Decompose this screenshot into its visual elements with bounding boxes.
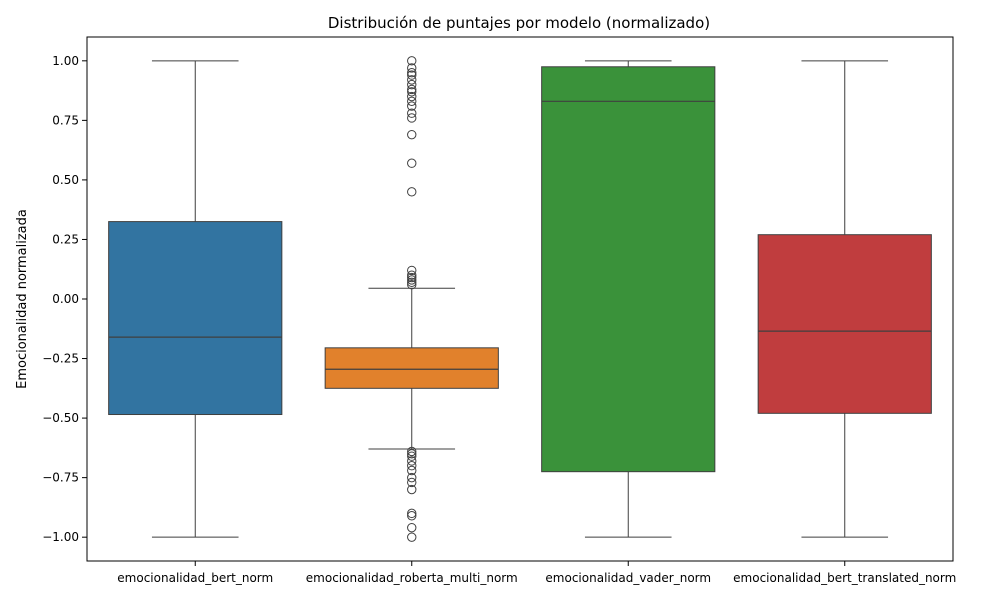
outlier-point [407,96,417,107]
outlier-point [407,456,417,466]
outlier-point [407,79,417,90]
outlier-point [407,91,417,102]
outlier-point [407,472,417,483]
outlier-point [407,158,417,168]
outlier-point [407,446,417,457]
plot-area: 1.00 0.75 0.50 0.25 0.00 −0.25 −0.50 −0.75 −1.00… [42,36,956,585]
y-axis-title: Emocionalidad normalizada [15,209,30,389]
outlier-point [407,451,417,461]
x-tick-label: emocionalidad_bert_norm [117,571,273,585]
outlier-point [407,449,417,459]
y-tick-label: −0.50 [42,411,79,425]
outlier-point [407,108,417,118]
plot-frame [86,36,954,562]
outlier-point [407,129,417,140]
outlier-point [407,84,417,95]
outlier-point [407,277,417,288]
outlier-point [407,70,417,80]
outlier-point [407,101,417,111]
x-tick-label: emocionalidad_vader_norm [545,571,711,585]
outlier-point [407,68,417,78]
y-tick-label: 0.00 [52,292,79,306]
outlier-point [407,113,417,123]
outlier-point [407,87,417,97]
box-emocionalidad_bert_translated_norm [757,234,932,414]
y-tick-label: 0.75 [52,113,79,127]
x-tick-label: emocionalidad_bert_translated_norm [733,571,956,585]
box-emocionalidad_vader_norm [541,66,716,473]
outlier-point [407,56,417,66]
chart-title: Distribución de puntajes por modelo (nor… [328,14,710,32]
outlier-point [407,270,417,280]
y-tick-label: 0.25 [52,232,79,246]
y-tick-label: −1.00 [42,530,79,544]
outlier-point [407,461,417,471]
outlier-point [407,280,417,290]
box-emocionalidad_bert_norm [108,221,283,416]
outlier-point [407,532,417,542]
outlier-point [407,508,417,519]
outlier-point [407,477,417,488]
x-tick-label: emocionalidad_roberta_multi_norm [306,571,518,585]
outlier-point [407,484,417,495]
y-tick-label: −0.75 [42,471,79,485]
outlier-point [407,465,417,476]
y-tick-label: −0.25 [42,352,79,366]
outlier-point [407,511,417,521]
outlier-point [407,63,417,73]
outlier-point [407,522,417,533]
outlier-point [407,272,417,283]
outlier-point [407,275,417,285]
outlier-point [407,75,417,85]
y-tick-label: 0.50 [52,173,79,187]
outlier-point [407,187,417,197]
box-emocionalidad_roberta_multi_norm [324,347,499,389]
outlier-point [407,265,417,276]
y-tick-label: 1.00 [52,54,79,68]
